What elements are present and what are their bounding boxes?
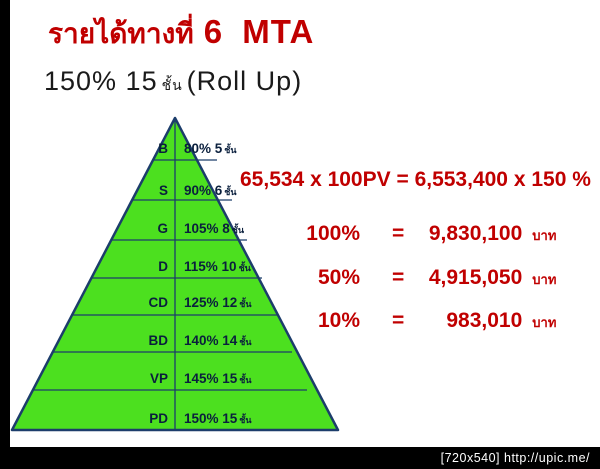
payout-row-50: 50% = 4,915,050 บาท (280, 266, 556, 290)
currency-label: บาท (532, 272, 557, 287)
level-floors-label: ชั้น (239, 415, 252, 425)
pyramid-diagram (10, 116, 340, 432)
equals-sign: = (392, 266, 405, 289)
pyramid-level-row-pd: PD 150% 15 ชั้น (10, 411, 252, 427)
level-floors-label: ชั้น (231, 225, 245, 235)
page-title: รายได้ทางที่ 6 MTA (48, 12, 314, 56)
level-rank: PD (149, 411, 168, 426)
subtitle-tail: (Roll Up) (186, 66, 303, 96)
watermark-text: [720x540] http://upic.me/ (440, 451, 590, 465)
payout-percent: 10% (317, 309, 360, 332)
level-rank: D (158, 259, 168, 274)
level-floors-label: ชั้น (239, 375, 252, 385)
level-value: 145% 15 ชั้น (184, 371, 252, 386)
level-value: 140% 14 ชั้น (184, 333, 252, 348)
subtitle-floors-label: ชั้น (161, 77, 183, 93)
watermark-bar: [720x540] http://upic.me/ (0, 447, 600, 469)
currency-label: บาท (532, 315, 557, 330)
pyramid-level-row-vp: VP 145% 15 ชั้น (10, 371, 252, 387)
payout-amount: 983,010 (446, 309, 523, 332)
pyramid-level-row-g: G 105% 8 ชั้น (10, 221, 244, 237)
level-rank: VP (149, 371, 168, 386)
level-rank: B (158, 141, 168, 156)
title-thai-text: รายได้ทางที่ (48, 18, 194, 49)
level-value: 125% 12 ชั้น (184, 295, 252, 310)
payout-percent: 100% (306, 222, 360, 245)
level-value: 90% 6 ชั้น (184, 183, 237, 198)
level-rank: BD (148, 333, 169, 348)
equals-sign: = (392, 222, 405, 245)
payout-amount: 4,915,050 (428, 266, 523, 289)
level-floors-label: ชั้น (239, 337, 252, 347)
formula-line: 65,534 x 100PV = 6,553,400 x 150 % (240, 168, 591, 191)
slide-canvas: รายได้ทางที่ 6 MTA 150% 15 ชั้น (Roll Up) … (10, 0, 600, 447)
title-code-text: 6 MTA (203, 13, 315, 50)
equals-sign: = (392, 309, 405, 332)
payout-percent: 50% (317, 266, 360, 289)
payout-amount: 9,830,100 (428, 222, 523, 245)
pyramid-level-row-bd: BD 140% 14 ชั้น (10, 333, 252, 349)
level-floors-label: ชั้น (224, 187, 237, 197)
level-rank: CD (148, 295, 169, 310)
level-rank: G (157, 221, 168, 236)
pyramid-level-row-s: S 90% 6 ชั้น (10, 183, 237, 199)
level-floors-label: ชั้น (239, 299, 252, 309)
level-floors-label: ชั้น (238, 263, 251, 273)
pyramid-level-row-b: B 80% 5 ชั้น (10, 141, 237, 157)
pyramid-level-row-d: D 115% 10 ชั้น (10, 259, 251, 275)
level-value: 80% 5 ชั้น (184, 141, 237, 156)
level-value: 150% 15 ชั้น (184, 411, 252, 426)
level-value: 105% 8 ชั้น (184, 221, 245, 236)
page-subtitle: 150% 15 ชั้น (Roll Up) (44, 66, 302, 97)
level-rank: S (158, 183, 168, 198)
currency-label: บาท (532, 228, 557, 243)
payout-row-10: 10% = 983,010 บาท (280, 309, 556, 333)
subtitle-lead: 150% 15 (44, 66, 158, 96)
level-floors-label: ชั้น (224, 145, 237, 155)
level-value: 115% 10 ชั้น (184, 259, 251, 274)
pyramid-level-row-cd: CD 125% 12 ชั้น (10, 295, 252, 311)
payout-row-100: 100% = 9,830,100 บาท (280, 222, 556, 246)
